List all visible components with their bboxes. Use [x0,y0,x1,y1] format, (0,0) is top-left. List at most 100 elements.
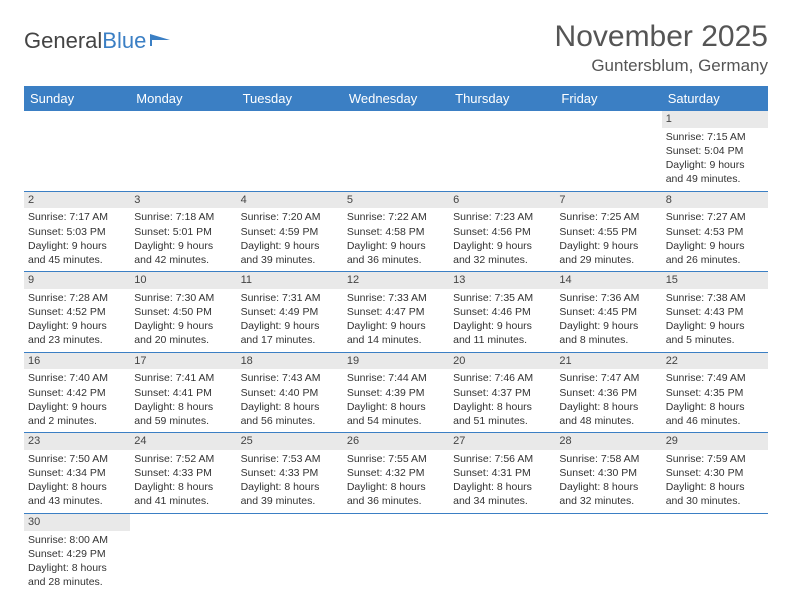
day-detail: Sunrise: 7:49 AMSunset: 4:35 PMDaylight:… [666,371,764,428]
header: GeneralBlue November 2025 Guntersblum, G… [24,20,768,76]
day-number: 21 [555,353,661,370]
calendar-cell: 7Sunrise: 7:25 AMSunset: 4:55 PMDaylight… [555,191,661,272]
day-number: 30 [24,514,130,531]
day-detail: Sunrise: 7:20 AMSunset: 4:59 PMDaylight:… [241,210,339,267]
calendar-cell [237,111,343,191]
calendar-row: 9 Sunrise: 7:28 AMSunset: 4:52 PMDaylight… [24,272,768,353]
day-detail: Sunrise: 7:25 AMSunset: 4:55 PMDaylight:… [559,210,657,267]
logo: GeneralBlue [24,28,172,54]
day-number: 29 [662,433,768,450]
day-detail: Sunrise: 7:18 AMSunset: 5:01 PMDaylight:… [134,210,232,267]
day-detail: Sunrise: 7:53 AMSunset: 4:33 PMDaylight:… [241,452,339,509]
day-number: 19 [343,353,449,370]
day-detail: Sunrise: 7:33 AMSunset: 4:47 PMDaylight:… [347,291,445,348]
day-detail: Sunrise: 7:41 AMSunset: 4:41 PMDaylight:… [134,371,232,428]
day-number: 13 [449,272,555,289]
calendar-cell [449,513,555,593]
calendar-row: 1 Sunrise: 7:15 AMSunset: 5:04 PMDaylight… [24,111,768,191]
day-detail: Sunrise: 7:31 AMSunset: 4:49 PMDaylight:… [241,291,339,348]
calendar-row: 23Sunrise: 7:50 AMSunset: 4:34 PMDayligh… [24,433,768,514]
day-number: 24 [130,433,236,450]
calendar-body: 1 Sunrise: 7:15 AMSunset: 5:04 PMDaylight… [24,111,768,593]
day-detail: Sunrise: 7:28 AMSunset: 4:52 PMDaylight:… [28,291,126,348]
day-detail: Sunrise: 7:58 AMSunset: 4:30 PMDaylight:… [559,452,657,509]
calendar-row: 30 Sunrise: 8:00 AMSunset: 4:29 PMDayligh… [24,513,768,593]
day-detail: Sunrise: 7:40 AMSunset: 4:42 PMDaylight:… [28,371,126,428]
day-detail: Sunrise: 7:35 AMSunset: 4:46 PMDaylight:… [453,291,551,348]
calendar-cell [130,513,236,593]
day-number: 17 [130,353,236,370]
weekday-header: Sunday [24,86,130,111]
calendar-cell [24,111,130,191]
title-block: November 2025 Guntersblum, Germany [555,20,768,76]
calendar-row: 16Sunrise: 7:40 AMSunset: 4:42 PMDayligh… [24,352,768,433]
calendar-cell: 9 Sunrise: 7:28 AMSunset: 4:52 PMDaylight… [24,272,130,353]
weekday-header: Tuesday [237,86,343,111]
weekday-header: Thursday [449,86,555,111]
weekday-header: Wednesday [343,86,449,111]
day-detail: Sunrise: 7:30 AMSunset: 4:50 PMDaylight:… [134,291,232,348]
day-number: 27 [449,433,555,450]
calendar-cell [449,111,555,191]
day-number: 11 [237,272,343,289]
calendar-cell: 1 Sunrise: 7:15 AMSunset: 5:04 PMDaylight… [662,111,768,191]
day-number: 6 [449,192,555,209]
calendar-table: SundayMondayTuesdayWednesdayThursdayFrid… [24,86,768,593]
calendar-cell: 10 Sunrise: 7:30 AMSunset: 4:50 PMDayligh… [130,272,236,353]
day-detail: Sunrise: 7:44 AMSunset: 4:39 PMDaylight:… [347,371,445,428]
day-detail: Sunrise: 7:38 AMSunset: 4:43 PMDaylight:… [666,291,764,348]
calendar-cell [555,513,661,593]
calendar-cell: 30 Sunrise: 8:00 AMSunset: 4:29 PMDayligh… [24,513,130,593]
calendar-cell [130,111,236,191]
day-number: 2 [24,192,130,209]
day-detail: Sunrise: 7:43 AMSunset: 4:40 PMDaylight:… [241,371,339,428]
calendar-cell: 23Sunrise: 7:50 AMSunset: 4:34 PMDayligh… [24,433,130,514]
day-detail: Sunrise: 7:52 AMSunset: 4:33 PMDaylight:… [134,452,232,509]
day-number: 15 [662,272,768,289]
day-detail: Sunrise: 7:27 AMSunset: 4:53 PMDaylight:… [666,210,764,267]
day-number: 14 [555,272,661,289]
calendar-cell: 13 Sunrise: 7:35 AMSunset: 4:46 PMDayligh… [449,272,555,353]
day-detail: Sunrise: 7:36 AMSunset: 4:45 PMDaylight:… [559,291,657,348]
day-number: 18 [237,353,343,370]
day-number: 12 [343,272,449,289]
calendar-cell [555,111,661,191]
calendar-cell: 29 Sunrise: 7:59 AMSunset: 4:30 PMDayligh… [662,433,768,514]
flag-icon [150,28,172,54]
day-number: 8 [662,192,768,209]
day-detail: Sunrise: 7:59 AMSunset: 4:30 PMDaylight:… [666,452,764,509]
day-number: 20 [449,353,555,370]
calendar-cell: 28Sunrise: 7:58 AMSunset: 4:30 PMDayligh… [555,433,661,514]
calendar-row: 2Sunrise: 7:17 AMSunset: 5:03 PMDaylight… [24,191,768,272]
calendar-cell [237,513,343,593]
calendar-cell: 19Sunrise: 7:44 AMSunset: 4:39 PMDayligh… [343,352,449,433]
day-detail: Sunrise: 8:00 AMSunset: 4:29 PMDaylight:… [28,533,126,590]
calendar-cell: 4Sunrise: 7:20 AMSunset: 4:59 PMDaylight… [237,191,343,272]
calendar-cell: 20Sunrise: 7:46 AMSunset: 4:37 PMDayligh… [449,352,555,433]
day-number: 4 [237,192,343,209]
calendar-cell: 25Sunrise: 7:53 AMSunset: 4:33 PMDayligh… [237,433,343,514]
calendar-cell: 24 Sunrise: 7:52 AMSunset: 4:33 PMDayligh… [130,433,236,514]
month-title: November 2025 [555,20,768,54]
day-number: 5 [343,192,449,209]
calendar-cell: 6Sunrise: 7:23 AMSunset: 4:56 PMDaylight… [449,191,555,272]
day-number: 7 [555,192,661,209]
weekday-row: SundayMondayTuesdayWednesdayThursdayFrid… [24,86,768,111]
logo-word2: Blue [102,28,146,54]
calendar-cell [662,513,768,593]
day-number: 1 [662,111,768,128]
weekday-header: Friday [555,86,661,111]
calendar-cell: 22Sunrise: 7:49 AMSunset: 4:35 PMDayligh… [662,352,768,433]
day-number: 26 [343,433,449,450]
calendar-cell: 15 Sunrise: 7:38 AMSunset: 4:43 PMDayligh… [662,272,768,353]
day-detail: Sunrise: 7:15 AMSunset: 5:04 PMDaylight:… [666,130,764,187]
day-detail: Sunrise: 7:22 AMSunset: 4:58 PMDaylight:… [347,210,445,267]
calendar-cell: 26 Sunrise: 7:55 AMSunset: 4:32 PMDayligh… [343,433,449,514]
day-detail: Sunrise: 7:50 AMSunset: 4:34 PMDaylight:… [28,452,126,509]
day-detail: Sunrise: 7:55 AMSunset: 4:32 PMDaylight:… [347,452,445,509]
day-number: 9 [24,272,130,289]
calendar-cell [343,111,449,191]
day-detail: Sunrise: 7:56 AMSunset: 4:31 PMDaylight:… [453,452,551,509]
day-number: 10 [130,272,236,289]
calendar-cell: 21Sunrise: 7:47 AMSunset: 4:36 PMDayligh… [555,352,661,433]
